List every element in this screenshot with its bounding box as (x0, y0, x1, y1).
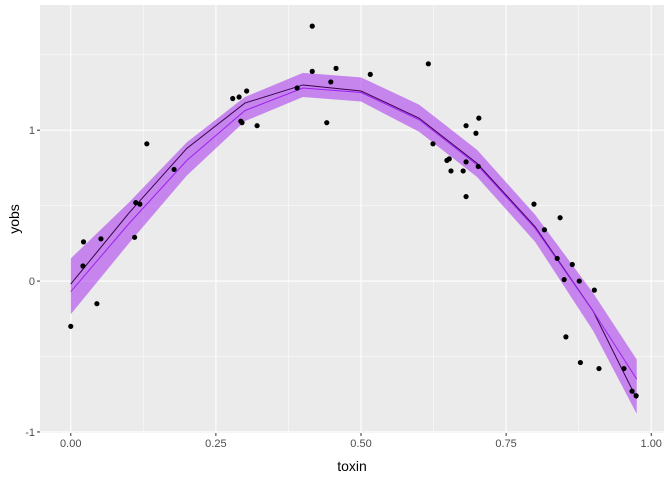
data-point (633, 393, 639, 399)
data-point (561, 276, 567, 283)
data-point (132, 234, 138, 240)
x-axis-title: toxin (337, 458, 367, 474)
data-point (541, 227, 548, 233)
data-point (80, 239, 87, 245)
gridlines (40, 5, 664, 433)
data-point (569, 261, 575, 268)
true-curve-line (70, 84, 638, 399)
data-point (463, 123, 469, 129)
curves (70, 84, 638, 399)
data-point (446, 156, 452, 162)
data-point (629, 388, 635, 394)
data-point (328, 79, 334, 85)
x-tick-label: 0.75 (495, 438, 516, 450)
data-point (294, 85, 300, 91)
data-point (171, 166, 177, 173)
data-point (94, 301, 100, 307)
data-point (476, 115, 482, 121)
x-tick-label: 0.25 (205, 438, 226, 450)
data-point (448, 168, 454, 174)
fit-curve-line (70, 87, 638, 380)
data-point (554, 255, 560, 262)
y-tick-label: -1 (25, 427, 35, 439)
y-tick-label: 0 (29, 276, 35, 288)
data-point (563, 334, 569, 340)
data-point (68, 323, 74, 329)
data-point (473, 130, 479, 136)
data-point (430, 141, 436, 147)
data-point (463, 193, 469, 200)
data-point (576, 278, 582, 284)
data-point (80, 263, 86, 269)
data-point (236, 94, 242, 100)
data-point (425, 61, 431, 67)
y-axis-title: yobs (6, 204, 22, 234)
data-point (324, 120, 330, 126)
data-point (333, 65, 339, 71)
data-point (144, 141, 150, 147)
data-point (133, 200, 139, 206)
data-point (367, 71, 373, 77)
data-point (463, 159, 469, 165)
x-tick-label: 0.50 (350, 438, 371, 450)
data-point (596, 365, 602, 372)
data-point (460, 168, 466, 174)
data-point (309, 68, 315, 74)
data-point (531, 201, 537, 207)
data-point (98, 236, 104, 242)
axis-ticks: 0.00 0.25 0.50 0.75 1.00 -1 0 1 (25, 125, 662, 450)
data-point (239, 120, 245, 126)
data-point (137, 201, 143, 207)
data-point (254, 123, 260, 129)
data-point (244, 88, 250, 94)
x-tick-label: 1.00 (641, 438, 662, 450)
data-point (621, 365, 627, 372)
data-point (591, 287, 597, 293)
data-point (577, 359, 584, 366)
data-point (557, 215, 563, 221)
x-tick-label: 0.00 (60, 438, 81, 450)
data-point (475, 163, 481, 170)
data-points (68, 23, 639, 399)
data-point (309, 23, 315, 29)
data-point (230, 95, 236, 102)
y-tick-label: 1 (29, 125, 35, 137)
